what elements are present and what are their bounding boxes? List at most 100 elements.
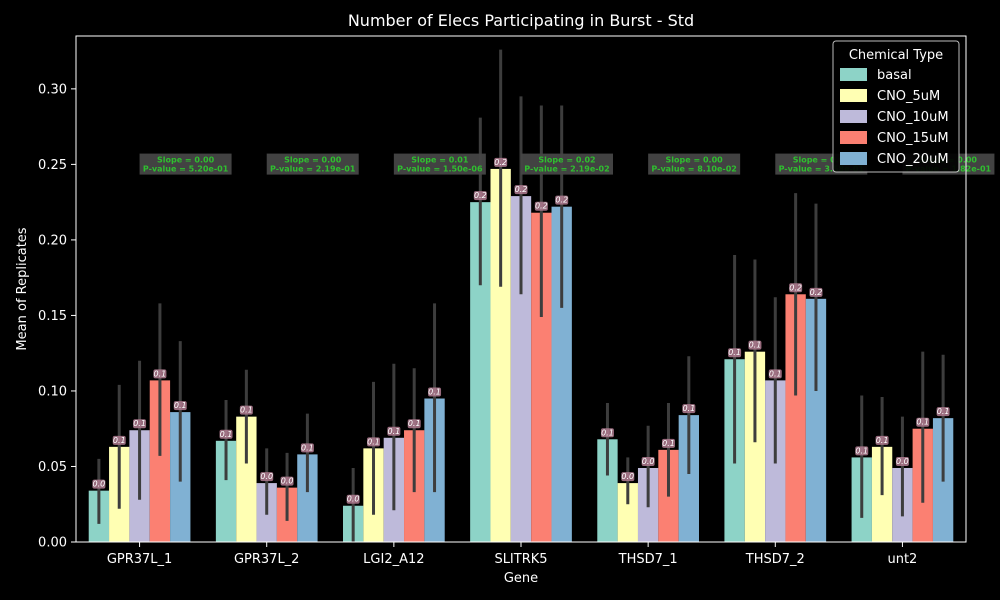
y-tick-label: 0.10 <box>38 384 67 399</box>
bar-label: 0.1 <box>154 369 167 378</box>
stat-box <box>521 153 613 175</box>
bar-label-box <box>473 191 487 201</box>
stat-slope: Slope = 0.00 <box>666 156 724 165</box>
bar-label: 0.1 <box>855 446 868 455</box>
bar-label-box <box>789 283 803 293</box>
bar-label: 0.2 <box>555 196 568 205</box>
y-tick-label: 0.15 <box>38 309 67 324</box>
stat-pvalue: P-value = 5.20e-01 <box>143 165 229 174</box>
bar-label-box <box>133 419 147 429</box>
legend-swatch <box>840 131 867 144</box>
y-tick-label: 0.30 <box>38 82 67 97</box>
bar-labels: 0.0 0.1 0.0 0.2 0.1 0.1 0.1 0.1 0.1 0.1 0.2 0.0 0.1 0… <box>92 157 950 504</box>
stat-slope: Slope = 0.01 <box>411 156 469 165</box>
bar-label-box <box>600 428 614 438</box>
x-tick-label: unt2 <box>887 552 917 567</box>
bar-label: 0.1 <box>937 407 950 416</box>
legend-swatch <box>840 110 867 123</box>
legend-title: Chemical Type <box>849 48 943 63</box>
bar-label: 0.1 <box>428 388 441 397</box>
bar-label-box <box>768 369 782 379</box>
bar-label-box <box>219 429 233 439</box>
bar-label: 0.2 <box>515 185 528 194</box>
x-axis-label: Gene <box>504 571 538 586</box>
bar-label: 0.1 <box>220 430 233 439</box>
bar-label: 0.1 <box>408 419 421 428</box>
bar-label-box <box>428 387 442 397</box>
bar-label: 0.1 <box>301 443 314 452</box>
bar <box>551 206 572 542</box>
bar-label: 0.1 <box>174 401 187 410</box>
bar-label: 0.1 <box>728 348 741 357</box>
stat-box <box>266 153 359 175</box>
bar-label: 0.2 <box>494 158 507 167</box>
y-tick-label: 0.20 <box>38 233 67 248</box>
bar-label-box <box>936 407 950 417</box>
stat-slope: Slope = 0.00 <box>157 156 215 165</box>
bar-label-box <box>407 419 421 429</box>
y-tick-label: 0.05 <box>38 460 67 475</box>
bar-label: 0.0 <box>281 477 294 486</box>
bar-label: 0.1 <box>240 406 253 415</box>
bar-label: 0.1 <box>113 436 126 445</box>
bar <box>490 168 511 542</box>
bar-label-box <box>153 369 167 379</box>
legend-entry: basal <box>877 68 912 83</box>
bar <box>215 440 237 542</box>
bar-label-box <box>367 437 381 447</box>
bar <box>785 294 806 542</box>
bar-label-box <box>112 435 126 445</box>
bar-label: 0.2 <box>474 191 487 200</box>
legend-entry: CNO_5uM <box>877 89 940 104</box>
bar-label-box <box>280 476 294 486</box>
bar-label: 0.2 <box>789 283 802 292</box>
bar-label-box <box>534 201 548 211</box>
stat-pvalue: P-value = 8.10e-02 <box>651 165 736 174</box>
stat-box <box>139 153 232 175</box>
bar-label-box <box>661 438 675 448</box>
bar-label: 0.0 <box>896 457 909 466</box>
bar-label: 0.1 <box>769 369 782 378</box>
legend-entry: CNO_20uM <box>877 152 949 167</box>
bar <box>297 454 318 542</box>
bar-label: 0.1 <box>682 404 695 413</box>
x-tick-label: THSD7_1 <box>618 552 678 567</box>
bar-label-box <box>855 446 869 456</box>
stat-pvalue: P-value = 2.19e-01 <box>270 165 356 174</box>
bar-label: 0.0 <box>347 495 360 504</box>
bar-label: 0.0 <box>260 472 273 481</box>
bar-label-box <box>895 456 909 466</box>
bar-label: 0.0 <box>642 457 655 466</box>
bar-label-box <box>555 195 569 205</box>
legend-swatch <box>840 89 867 102</box>
x-tick-label: SLITRK5 <box>494 552 547 567</box>
bar-label-box <box>514 185 528 195</box>
bar-label-box <box>641 456 655 466</box>
stat-slope: Slope = 0.02 <box>538 156 595 165</box>
legend-entry: CNO_10uM <box>877 110 949 125</box>
bar-label: 0.1 <box>662 439 675 448</box>
bar-label-box <box>387 426 401 436</box>
bar <box>236 416 257 542</box>
legend-swatch <box>840 152 867 165</box>
error-bars <box>97 49 945 542</box>
bar-label-box <box>92 479 106 489</box>
bar <box>531 212 552 542</box>
bars <box>88 168 954 543</box>
bar-label-box <box>875 435 889 445</box>
bar-label: 0.0 <box>621 472 634 481</box>
bar-label: 0.2 <box>535 202 548 211</box>
legend: Chemical Type basal CNO_5uM CNO_10uM CNO_15… <box>832 40 960 173</box>
chart-title: Number of Elecs Participating in Burst -… <box>348 11 694 30</box>
bar <box>470 202 491 543</box>
bar <box>744 351 766 542</box>
x-tick-label: LGI2_A12 <box>363 552 424 567</box>
stat-pvalue: P-value = 2.19e-02 <box>524 165 609 174</box>
stat-slope: Slope = 0.00 <box>284 156 342 165</box>
legend-swatch <box>840 68 867 81</box>
bar-label-box <box>239 405 253 415</box>
stat-slope: Slope = 0.02 <box>793 156 850 165</box>
bar-label-box <box>621 472 635 482</box>
stat-pvalue: P-value = 3.58e-01 <box>779 165 865 174</box>
